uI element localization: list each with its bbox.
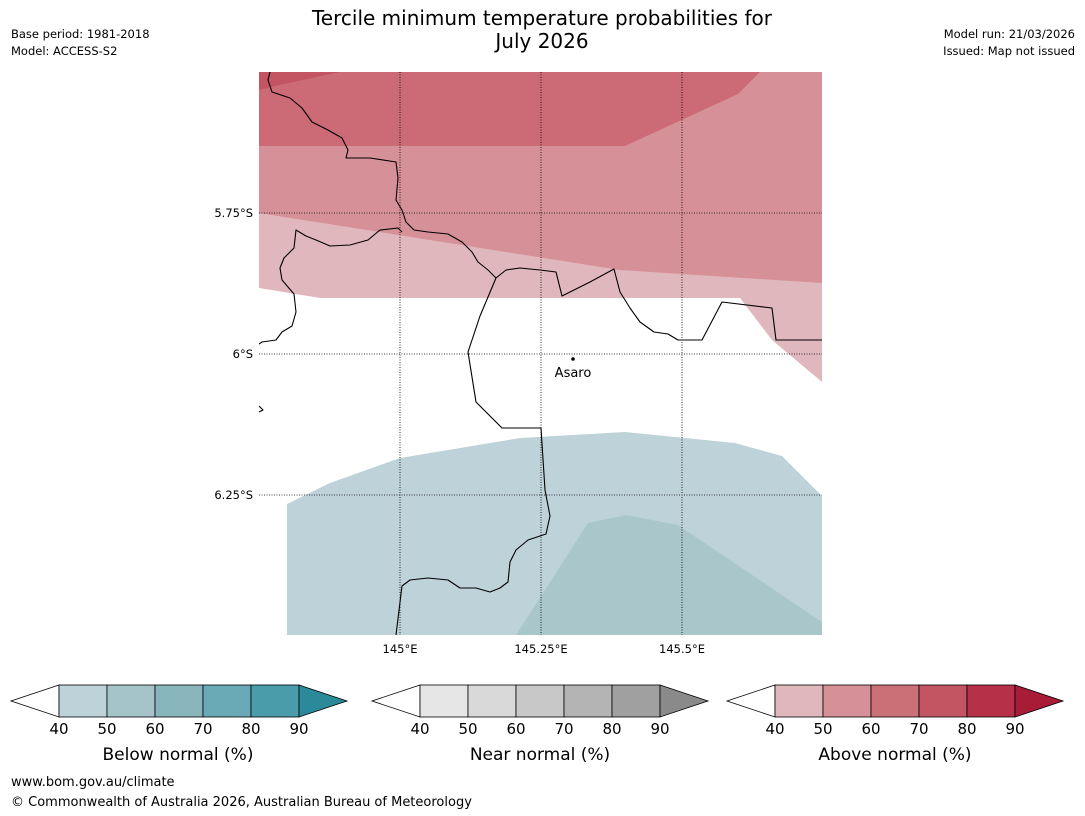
above-60-band [259, 72, 760, 146]
colorbar-below-tick: 60 [145, 720, 164, 738]
lat-label-6: 6°S [233, 347, 253, 361]
colorbar-above-segment [966, 684, 1016, 718]
asaro-marker [571, 357, 575, 361]
map-area [259, 72, 822, 635]
colorbar-above-max-arrow [1014, 684, 1065, 718]
colorbar-below-tick: 50 [97, 720, 116, 738]
colorbar-above-min-arrow [725, 684, 776, 718]
colorbar-above-segment [870, 684, 920, 718]
base-period: Base period: 1981-2018 [11, 27, 150, 41]
colorbar-near-segment [467, 684, 517, 718]
colorbar-above-segment [918, 684, 968, 718]
colorbar-near-segment [611, 684, 661, 718]
border-southwest [259, 405, 264, 413]
meta-right: Model run: 21/03/2026 Issued: Map not is… [943, 26, 1075, 60]
colorbar-below-segment [250, 684, 300, 718]
colorbar-above-tick: 90 [1005, 720, 1024, 738]
footer-url[interactable]: www.bom.gov.au/climate [11, 775, 175, 790]
model-name: Model: ACCESS-S2 [11, 44, 118, 58]
colorbar-below-tick: 90 [289, 720, 308, 738]
colorbar-near-tick: 50 [458, 720, 477, 738]
footer-copyright: © Commonwealth of Australia 2026, Austra… [11, 795, 472, 810]
lon-label-145: 145°E [383, 642, 418, 656]
border-west [259, 227, 403, 345]
colorbar-near-segment [515, 684, 565, 718]
colorbar-above-tick: 80 [957, 720, 976, 738]
colorbar-below-segment [106, 684, 156, 718]
colorbar-near-normal: 40 50 60 70 80 90 [370, 684, 710, 738]
colorbar-below-normal: 40 50 60 70 80 90 [9, 684, 349, 738]
below-50-band [516, 515, 822, 635]
colorbar-below-segment [58, 684, 108, 718]
border-central [395, 277, 551, 635]
colorbar-near-tick: 70 [554, 720, 573, 738]
colorbar-near-max-arrow [659, 684, 710, 718]
colorbar-near-tick: 90 [650, 720, 669, 738]
colorbar-label-above: Above normal (%) [818, 745, 972, 765]
colorbar-above-segment [774, 684, 824, 718]
colorbar-below-tick: 70 [193, 720, 212, 738]
colorbar-near-tick: 80 [602, 720, 621, 738]
colorbar-below-min-arrow [9, 684, 60, 718]
meta-left: Base period: 1981-2018 Model: ACCESS-S2 [11, 26, 150, 60]
colorbar-above-segment [822, 684, 872, 718]
colorbar-near-tick: 60 [506, 720, 525, 738]
colorbar-below-tick: 40 [49, 720, 68, 738]
colorbar-below-segment [202, 684, 252, 718]
colorbar-below-tick: 80 [241, 720, 260, 738]
colorbar-below-max-arrow [298, 684, 349, 718]
colorbar-above-tick: 60 [861, 720, 880, 738]
issued-status: Issued: Map not issued [943, 44, 1075, 58]
border-east [495, 267, 822, 341]
map-title: Tercile minimum temperature probabilitie… [242, 7, 842, 53]
border-northwest [267, 72, 497, 279]
colorbar-label-near: Near normal (%) [469, 745, 611, 765]
lat-label-575: 5.75°S [214, 206, 253, 220]
lon-label-14525: 145.25°E [514, 642, 567, 656]
borders [259, 72, 822, 635]
title-line-1: Tercile minimum temperature probabilitie… [311, 6, 773, 30]
colorbar-below-segment [154, 684, 204, 718]
colorbar-above-normal: 40 50 60 70 80 90 [725, 684, 1065, 738]
colorbar-near-tick: 40 [410, 720, 429, 738]
colorbar-above-tick: 70 [909, 720, 928, 738]
title-line-2: July 2026 [495, 29, 589, 53]
colorbar-near-min-arrow [370, 684, 421, 718]
model-run: Model run: 21/03/2026 [943, 27, 1075, 41]
colorbar-label-below: Below normal (%) [102, 745, 254, 765]
colorbar-above-tick: 50 [813, 720, 832, 738]
above-70-band [259, 72, 340, 90]
colorbar-above-tick: 40 [765, 720, 784, 738]
asaro-label: Asaro [555, 366, 592, 381]
lat-label-625: 6.25°S [214, 488, 253, 502]
colorbar-near-segment [563, 684, 613, 718]
lon-label-1455: 145.5°E [659, 642, 705, 656]
colorbar-near-segment [419, 684, 469, 718]
